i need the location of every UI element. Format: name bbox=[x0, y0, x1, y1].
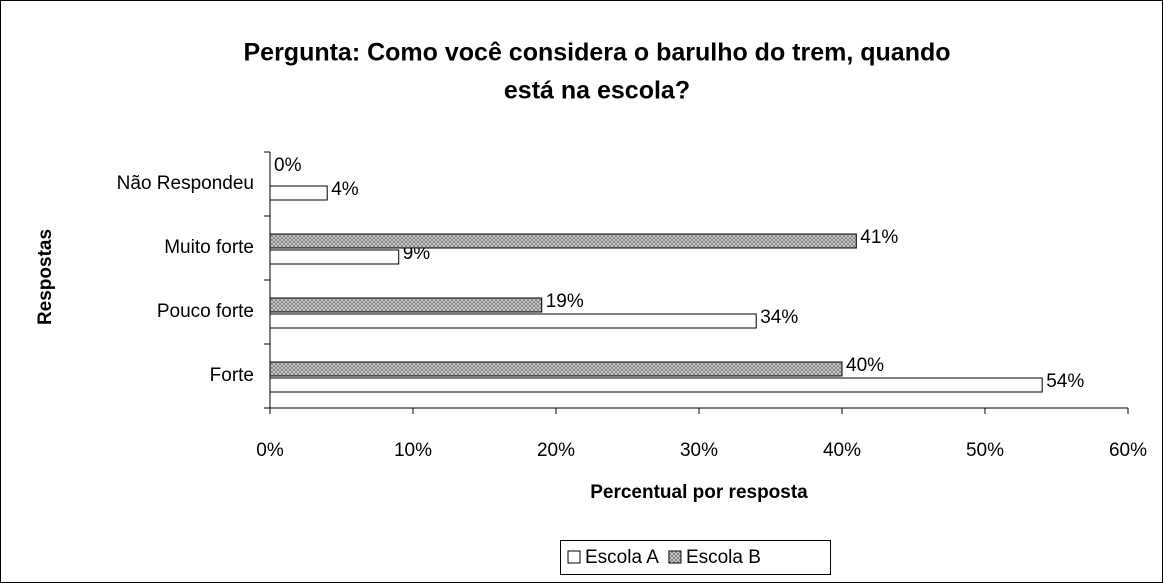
x-tick-label: 10% bbox=[394, 440, 432, 461]
bar bbox=[269, 377, 1043, 393]
x-axis-title: Percentual por resposta bbox=[590, 482, 808, 503]
value-label: 54% bbox=[1046, 371, 1084, 392]
x-tick-label: 20% bbox=[537, 440, 575, 461]
value-label: 0% bbox=[274, 155, 302, 176]
bar bbox=[269, 297, 543, 313]
legend-swatch bbox=[567, 550, 581, 564]
bar bbox=[269, 185, 328, 201]
value-label: 40% bbox=[846, 355, 884, 376]
x-tick-label: 30% bbox=[680, 440, 718, 461]
legend-label: Escola B bbox=[686, 547, 761, 568]
bar bbox=[269, 361, 843, 377]
bar bbox=[269, 313, 757, 329]
legend-label: Escola A bbox=[585, 547, 659, 568]
value-label: 4% bbox=[331, 179, 359, 200]
y-tick-label: Não Respondeu bbox=[117, 173, 254, 194]
x-tick-label: 40% bbox=[823, 440, 861, 461]
y-tick-label: Muito forte bbox=[164, 237, 254, 258]
y-axis-title: Respostas bbox=[35, 229, 56, 325]
x-tick-label: 0% bbox=[256, 440, 284, 461]
y-tick-label: Pouco forte bbox=[157, 301, 254, 322]
x-tick-label: 50% bbox=[966, 440, 1004, 461]
y-tick-label: Forte bbox=[210, 365, 254, 386]
legend-box bbox=[560, 540, 831, 575]
value-label: 34% bbox=[760, 307, 798, 328]
bar bbox=[269, 249, 400, 265]
legend-swatch bbox=[668, 550, 682, 564]
chart-title: está na escola? bbox=[504, 77, 690, 105]
bar bbox=[269, 233, 857, 249]
value-label: 19% bbox=[546, 291, 584, 312]
value-label: 41% bbox=[860, 227, 898, 248]
x-tick-label: 60% bbox=[1109, 440, 1147, 461]
chart-title: Pergunta: Como você considera o barulho … bbox=[243, 39, 950, 67]
